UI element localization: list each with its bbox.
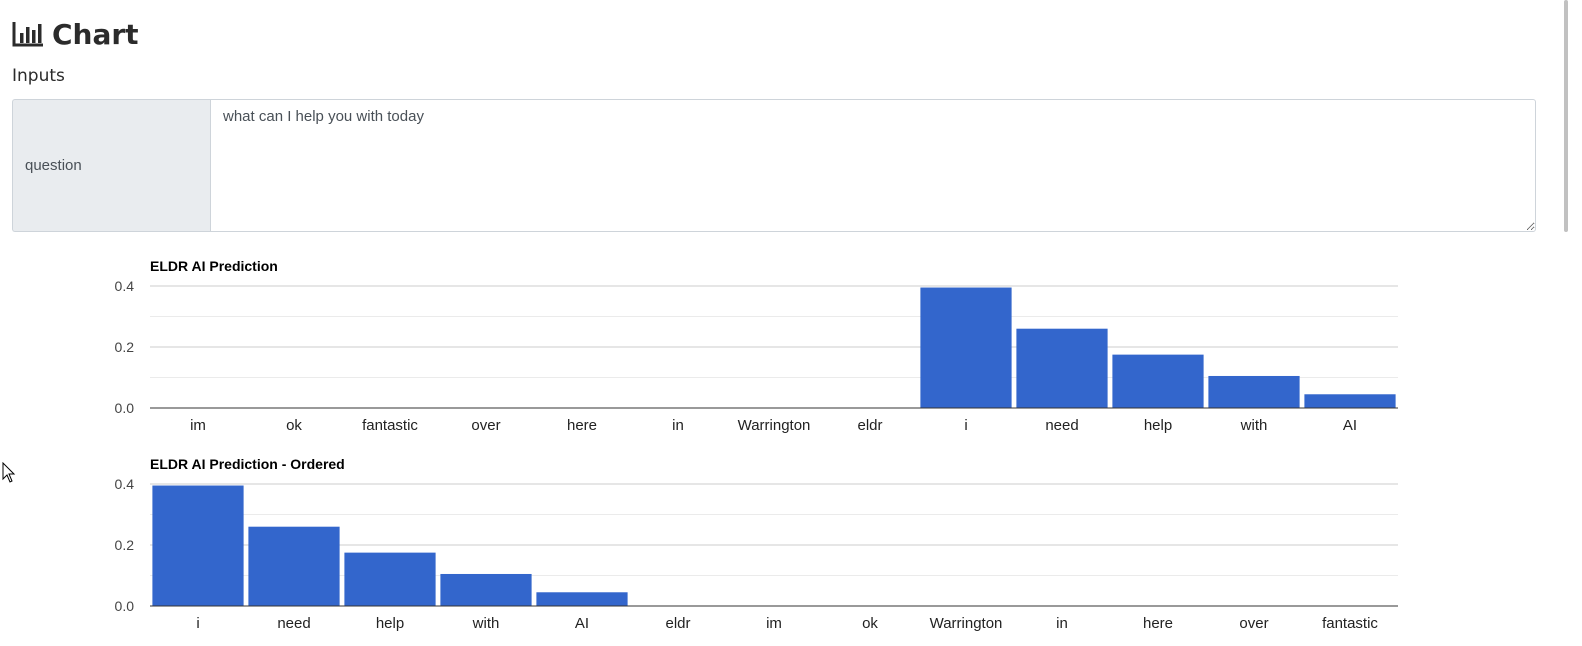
category-label: here xyxy=(567,417,597,434)
bar-i xyxy=(152,485,244,606)
scrollbar-thumb[interactable] xyxy=(1564,0,1568,232)
category-label: fantastic xyxy=(362,417,418,434)
bar-i xyxy=(920,287,1012,408)
page-title: Chart xyxy=(12,14,139,54)
bar-help xyxy=(1112,354,1204,408)
bar-need xyxy=(1016,328,1108,408)
chart-1: ELDR AI Prediction 0.0 0.2 0.4 im ok fantastic… xyxy=(115,258,1398,434)
category-label: AI xyxy=(1343,417,1357,434)
y-tick-label: 0.2 xyxy=(115,339,135,355)
y-tick-label: 0.2 xyxy=(115,537,135,553)
bar-with xyxy=(440,573,532,606)
category-label: with xyxy=(472,615,500,632)
category-label: eldr xyxy=(857,417,882,434)
category-label: need xyxy=(277,615,310,632)
page-title-text: Chart xyxy=(52,17,139,51)
y-tick-label: 0.0 xyxy=(115,598,135,614)
category-label: fantastic xyxy=(1322,615,1378,632)
bar-AI xyxy=(1304,394,1396,408)
category-label: over xyxy=(1239,615,1268,632)
chart-title: ELDR AI Prediction - Ordered xyxy=(150,456,345,472)
category-label: eldr xyxy=(665,615,690,632)
question-textarea[interactable] xyxy=(210,99,1536,232)
category-label: with xyxy=(1240,417,1268,434)
y-tick-label: 0.0 xyxy=(115,400,135,416)
category-label: in xyxy=(1056,615,1068,632)
category-label: AI xyxy=(575,615,589,632)
category-label: over xyxy=(471,417,500,434)
inputs-heading: Inputs xyxy=(12,66,65,86)
y-tick-label: 0.4 xyxy=(115,278,135,294)
category-label: here xyxy=(1143,615,1173,632)
category-label: help xyxy=(1144,417,1172,434)
category-label: Warrington xyxy=(738,417,811,434)
category-label: im xyxy=(766,615,782,632)
category-label: im xyxy=(190,417,206,434)
category-label: Warrington xyxy=(930,615,1003,632)
bar-need xyxy=(248,526,340,606)
category-label: in xyxy=(672,417,684,434)
y-tick-label: 0.4 xyxy=(115,476,135,492)
bar-help xyxy=(344,552,436,606)
bar-with xyxy=(1208,375,1300,408)
category-label: ok xyxy=(862,615,878,632)
category-label: help xyxy=(376,615,404,632)
bar-chart-icon xyxy=(12,21,44,47)
category-label: i xyxy=(964,417,967,434)
question-label: question xyxy=(12,99,210,232)
bar-AI xyxy=(536,592,628,606)
category-label: i xyxy=(196,615,199,632)
category-label: need xyxy=(1045,417,1078,434)
mouse-cursor-icon xyxy=(2,461,16,489)
category-label: ok xyxy=(286,417,302,434)
chart-title: ELDR AI Prediction xyxy=(150,258,278,274)
question-input-group: question xyxy=(12,99,1536,232)
